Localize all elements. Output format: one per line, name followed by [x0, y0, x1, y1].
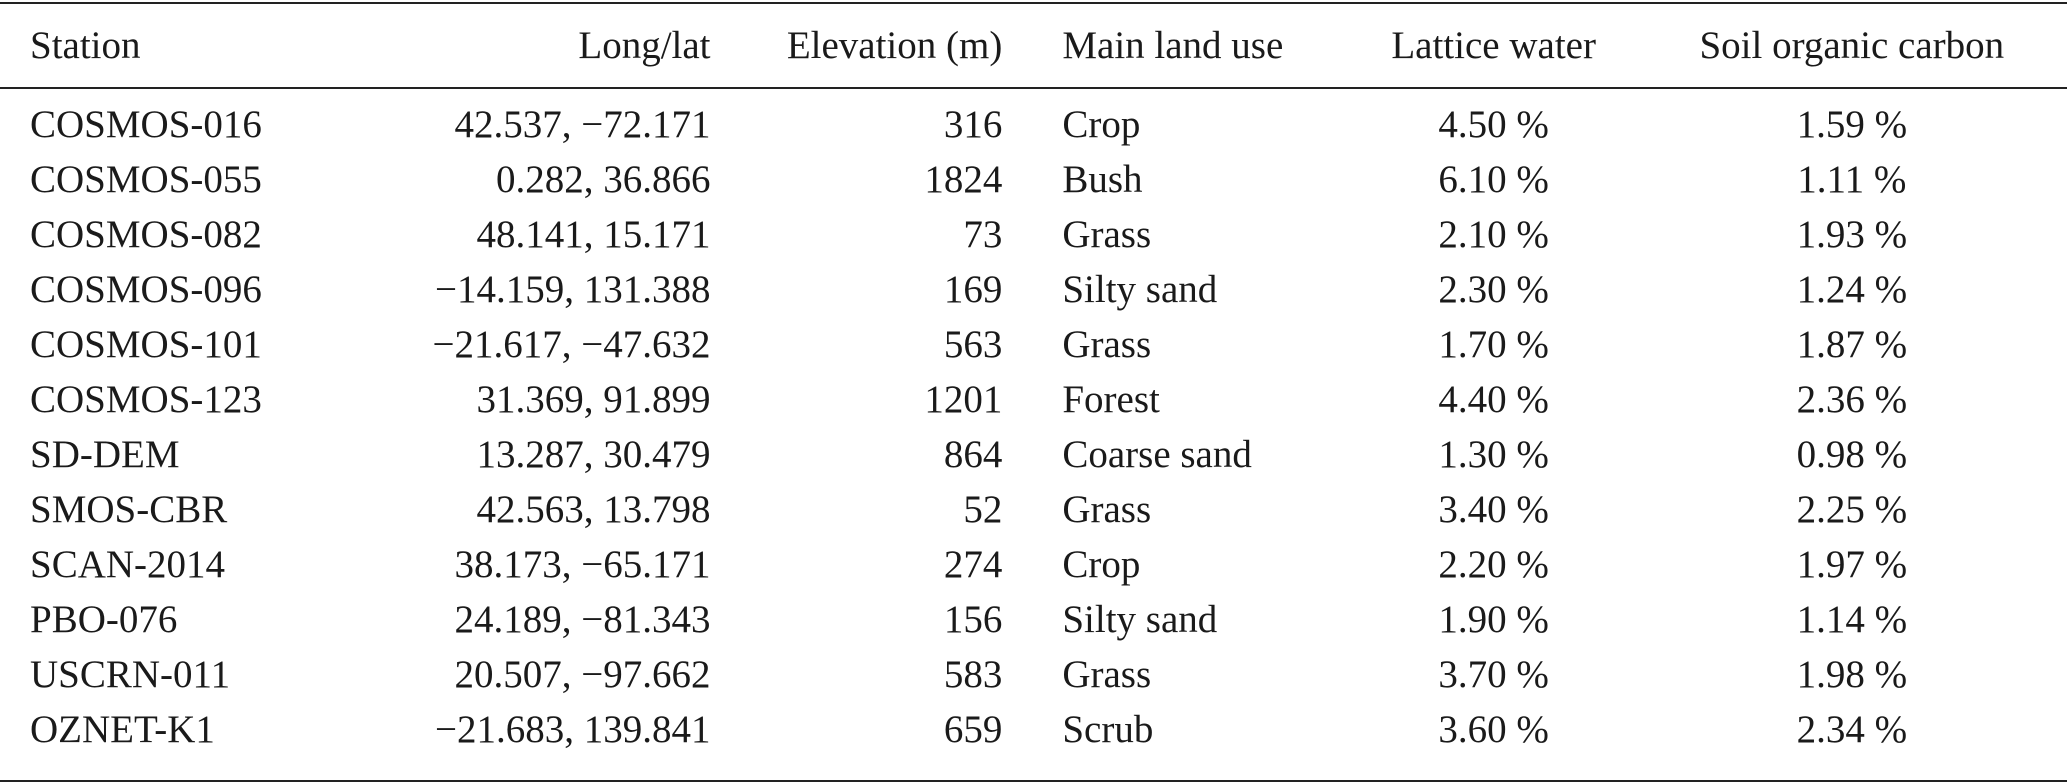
table-row: SD-DEM 13.287, 30.479 864 Coarse sand 1.30 %…	[0, 427, 2067, 482]
table-row: COSMOS-082 48.141, 15.171 73 Grass 2.10 % 1.9…	[0, 207, 2067, 262]
station-table: Station Long/lat Elevation (m) Main land…	[0, 2, 2067, 765]
table-row: COSMOS-055 0.282, 36.866 1824 Bush 6.10 % 1.1…	[0, 152, 2067, 207]
header-row: Station Long/lat Elevation (m) Main land…	[0, 3, 2067, 88]
cell-elevation: 1824	[924, 158, 1003, 201]
cell-elevation: 316	[943, 103, 1003, 146]
table-row: OZNET-K1 −21.683, 139.841 659 Scrub 3.60 % 2.…	[0, 702, 2067, 765]
cell-longlat: −21.617, −47.632	[432, 323, 711, 366]
cell-land-use: Forest	[1062, 378, 1160, 421]
cell-station: OZNET-K1	[30, 708, 215, 751]
table-row: USCRN-011 20.507, −97.662 583 Grass 3.70 % 1.…	[0, 647, 2067, 702]
cell-soil-organic-carbon: 1.59 %	[1796, 103, 1908, 146]
cell-lattice-water: 3.60 %	[1438, 708, 1549, 751]
cell-land-use: Scrub	[1062, 708, 1154, 751]
bottom-rule	[0, 780, 2067, 782]
cell-soil-organic-carbon: 1.87 %	[1796, 323, 1908, 366]
table-row: SMOS-CBR 42.563, 13.798 52 Grass 3.40 % 2.25 …	[0, 482, 2067, 537]
cell-lattice-water: 1.70 %	[1438, 323, 1549, 366]
table-row: PBO-076 24.189, −81.343 156 Silty sand 1.90 …	[0, 592, 2067, 647]
table-header: Station Long/lat Elevation (m) Main land…	[0, 3, 2067, 88]
cell-lattice-water: 2.20 %	[1438, 543, 1549, 586]
cell-lattice-water: 3.40 %	[1438, 488, 1549, 531]
cell-land-use: Grass	[1062, 323, 1152, 366]
cell-soil-organic-carbon: 2.36 %	[1796, 378, 1908, 421]
table-row: COSMOS-096 −14.159, 131.388 169 Silty sand 2…	[0, 262, 2067, 317]
header-soil-organic-carbon: Soil organic carbon	[1699, 24, 2005, 67]
cell-land-use: Grass	[1062, 213, 1152, 256]
cell-station: PBO-076	[30, 598, 178, 641]
cell-soil-organic-carbon: 1.98 %	[1796, 653, 1908, 696]
table-row: COSMOS-101 −21.617, −47.632 563 Grass 1.70 %…	[0, 317, 2067, 372]
cell-station: SD-DEM	[30, 433, 180, 476]
cell-elevation: 274	[943, 543, 1003, 586]
cell-land-use: Crop	[1062, 543, 1141, 586]
cell-lattice-water: 3.70 %	[1438, 653, 1549, 696]
cell-land-use: Silty sand	[1062, 598, 1218, 641]
cell-longlat: 13.287, 30.479	[476, 433, 711, 476]
cell-elevation: 52	[963, 488, 1003, 531]
cell-station: SMOS-CBR	[30, 488, 228, 531]
cell-land-use: Coarse sand	[1062, 433, 1252, 476]
header-longlat: Long/lat	[578, 24, 711, 67]
table-row: COSMOS-016 42.537, −72.171 316 Crop 4.50 % 1.…	[0, 88, 2067, 152]
header-lattice-water: Lattice water	[1391, 24, 1596, 67]
cell-lattice-water: 1.30 %	[1438, 433, 1549, 476]
header-land-use: Main land use	[1062, 24, 1284, 67]
table-row: COSMOS-123 31.369, 91.899 1201 Forest 4.40 %…	[0, 372, 2067, 427]
cell-longlat: 31.369, 91.899	[476, 378, 711, 421]
cell-station: COSMOS-123	[30, 378, 262, 421]
cell-station: COSMOS-016	[30, 103, 262, 146]
cell-soil-organic-carbon: 1.93 %	[1796, 213, 1908, 256]
cell-soil-organic-carbon: 1.24 %	[1796, 268, 1908, 311]
cell-soil-organic-carbon: 1.97 %	[1796, 543, 1908, 586]
cell-longlat: 42.537, −72.171	[454, 103, 711, 146]
cell-lattice-water: 1.90 %	[1438, 598, 1549, 641]
cell-lattice-water: 4.50 %	[1438, 103, 1549, 146]
cell-elevation: 659	[943, 708, 1003, 751]
cell-elevation: 1201	[924, 378, 1003, 421]
cell-elevation: 73	[963, 213, 1003, 256]
cell-land-use: Silty sand	[1062, 268, 1218, 311]
table-body: COSMOS-016 42.537, −72.171 316 Crop 4.50 % 1.…	[0, 88, 2067, 765]
cell-soil-organic-carbon: 1.11 %	[1797, 158, 1907, 201]
cell-elevation: 169	[943, 268, 1003, 311]
cell-soil-organic-carbon: 0.98 %	[1796, 433, 1908, 476]
cell-station: COSMOS-096	[30, 268, 262, 311]
cell-lattice-water: 2.10 %	[1438, 213, 1549, 256]
cell-station: SCAN-2014	[30, 543, 226, 586]
cell-longlat: 38.173, −65.171	[454, 543, 711, 586]
cell-lattice-water: 2.30 %	[1438, 268, 1549, 311]
cell-elevation: 563	[943, 323, 1003, 366]
cell-elevation: 583	[943, 653, 1003, 696]
cell-longlat: −21.683, 139.841	[435, 708, 711, 751]
cell-station: COSMOS-101	[30, 323, 262, 366]
cell-soil-organic-carbon: 1.14 %	[1796, 598, 1908, 641]
cell-longlat: −14.159, 131.388	[435, 268, 711, 311]
cell-longlat: 24.189, −81.343	[454, 598, 711, 641]
table-row: SCAN-2014 38.173, −65.171 274 Crop 2.20 % 1.9…	[0, 537, 2067, 592]
cell-longlat: 48.141, 15.171	[476, 213, 711, 256]
cell-longlat: 0.282, 36.866	[496, 158, 711, 201]
cell-soil-organic-carbon: 2.25 %	[1796, 488, 1908, 531]
cell-land-use: Grass	[1062, 488, 1152, 531]
cell-land-use: Bush	[1062, 158, 1143, 201]
cell-land-use: Grass	[1062, 653, 1152, 696]
cell-lattice-water: 4.40 %	[1438, 378, 1549, 421]
cell-longlat: 20.507, −97.662	[454, 653, 711, 696]
header-station: Station	[30, 24, 141, 67]
cell-soil-organic-carbon: 2.34 %	[1796, 708, 1908, 751]
cell-station: COSMOS-055	[30, 158, 262, 201]
header-elevation: Elevation (m)	[786, 24, 1003, 67]
cell-station: USCRN-011	[30, 653, 231, 696]
cell-longlat: 42.563, 13.798	[476, 488, 711, 531]
cell-elevation: 156	[943, 598, 1003, 641]
cell-station: COSMOS-082	[30, 213, 262, 256]
cell-elevation: 864	[943, 433, 1003, 476]
cell-lattice-water: 6.10 %	[1438, 158, 1549, 201]
cell-land-use: Crop	[1062, 103, 1141, 146]
